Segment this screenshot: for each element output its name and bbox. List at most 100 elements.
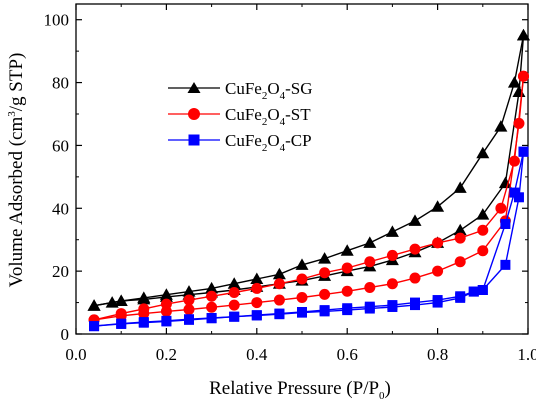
x-tick-label: 0.8: [427, 345, 448, 364]
desorption-point: [319, 267, 331, 279]
desorption-point: [138, 303, 150, 315]
legend-marker-cp: [188, 134, 200, 146]
desorption-point: [89, 321, 100, 332]
desorption-point: [364, 301, 375, 312]
desorption-point: [386, 249, 398, 261]
legend-entry-sg: CuFe2O4-SG: [168, 79, 313, 102]
desorption-point: [115, 308, 127, 320]
desorption-point: [183, 294, 195, 306]
desorption-point: [251, 310, 262, 321]
adsorption-point: [341, 285, 353, 297]
series-layer: [87, 28, 530, 332]
adsorption-point: [228, 299, 240, 311]
series-2: [88, 70, 529, 326]
desorption-point: [432, 237, 444, 249]
desorption-point: [385, 225, 399, 237]
adsorption-point: [319, 288, 331, 300]
desorption-point: [251, 282, 263, 294]
desorption-point: [273, 278, 285, 290]
adsorption-point: [477, 245, 489, 257]
x-tick-label: 0.4: [246, 345, 268, 364]
adsorption-line: [93, 35, 525, 307]
desorption-point: [387, 300, 398, 311]
desorption-point: [431, 200, 445, 212]
adsorption-point: [454, 256, 466, 268]
axes: 0.0 0.2 0.4 0.6 0.8 1.0 0 20 40 60 80 100: [44, 4, 536, 364]
y-tick-label: 40: [52, 199, 69, 218]
y-tick-label: 80: [52, 74, 69, 93]
adsorption-point: [364, 281, 376, 293]
desorption-point: [160, 298, 172, 310]
desorption-point: [507, 76, 521, 88]
desorption-point: [274, 308, 285, 319]
desorption-point: [159, 288, 173, 300]
desorption-point: [342, 303, 353, 314]
desorption-point: [468, 286, 479, 297]
desorption-point: [517, 70, 529, 82]
adsorption-point: [432, 265, 444, 277]
legend-label-cp: CuFe2O4-CP: [225, 131, 312, 154]
desorption-point: [494, 120, 508, 132]
desorption-point: [319, 305, 330, 316]
desorption-point: [340, 244, 354, 256]
desorption-point: [509, 187, 520, 198]
desorption-point: [227, 277, 241, 289]
desorption-point: [363, 236, 377, 248]
desorption-point: [206, 290, 218, 302]
desorption-point: [454, 232, 466, 244]
adsorption-point: [105, 296, 119, 308]
desorption-point: [500, 219, 511, 229]
legend-marker-sg: [187, 82, 201, 93]
adsorption-point: [409, 272, 421, 284]
y-tick-label: 0: [61, 325, 70, 344]
desorption-point: [409, 243, 421, 255]
desorption-point: [182, 285, 196, 297]
series-3: [89, 146, 529, 332]
desorption-point: [477, 224, 489, 236]
desorption-point: [516, 28, 530, 41]
adsorption-point: [386, 278, 398, 290]
desorption-point: [410, 297, 420, 308]
desorption-point: [408, 214, 422, 226]
adsorption-point: [498, 176, 512, 189]
adsorption-point: [453, 223, 467, 236]
legend-entry-st: CuFe2O4-ST: [168, 105, 311, 128]
adsorption-point: [251, 297, 263, 309]
desorption-point: [138, 317, 149, 328]
desorption-point: [453, 181, 467, 193]
desorption-point: [272, 267, 286, 280]
desorption-point: [229, 311, 240, 322]
desorption-point: [205, 281, 219, 294]
x-tick-label: 0.2: [156, 345, 177, 364]
adsorption-point: [476, 208, 490, 220]
desorption-point: [432, 295, 443, 306]
legend-marker-st: [188, 108, 200, 120]
desorption-point: [228, 287, 240, 299]
x-tick-label: 1.0: [517, 345, 536, 364]
desorption-point: [341, 262, 353, 274]
desorption-point: [455, 291, 466, 302]
legend-entry-cp: CuFe2O4-CP: [168, 131, 312, 154]
series-1: [87, 28, 530, 311]
desorption-point: [296, 273, 308, 285]
desorption-point: [116, 318, 127, 329]
desorption-point: [364, 256, 376, 268]
y-tick-label: 100: [44, 11, 70, 30]
adsorption-point: [273, 294, 285, 306]
desorption-point: [508, 155, 520, 167]
x-axis-title: Relative Pressure (P/P0): [209, 378, 391, 402]
desorption-point: [295, 258, 309, 270]
adsorption-point: [206, 301, 218, 313]
desorption-point: [206, 312, 217, 323]
desorption-point: [518, 146, 529, 157]
desorption-point: [297, 307, 307, 317]
desorption-point: [137, 291, 151, 303]
y-axis-title: Volume Adsorbed (cm3/g STP): [6, 53, 27, 288]
desorption-point: [161, 315, 172, 326]
y-tick-label: 20: [52, 262, 69, 281]
desorption-point: [250, 272, 264, 284]
y-tick-label: 60: [52, 136, 69, 155]
legend-label-sg: CuFe2O4-SG: [225, 79, 313, 102]
desorption-point: [477, 285, 488, 295]
